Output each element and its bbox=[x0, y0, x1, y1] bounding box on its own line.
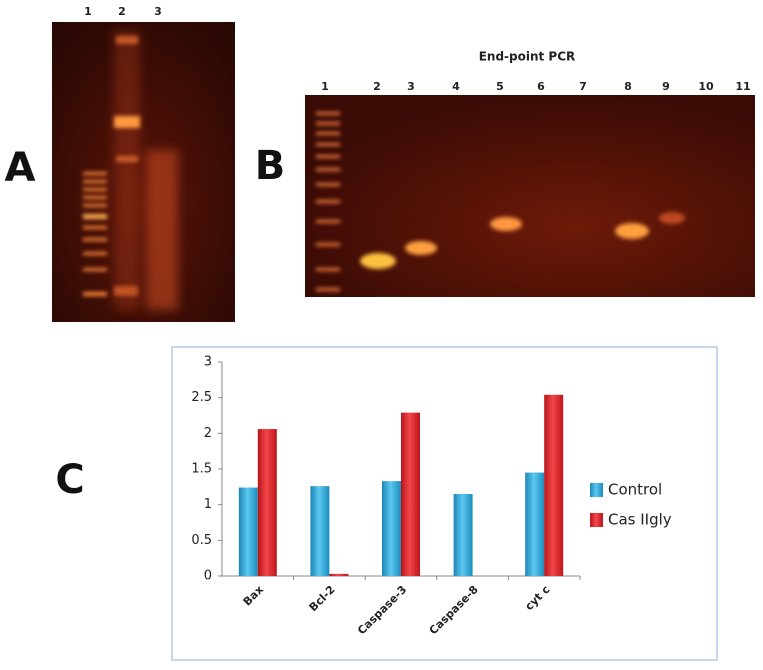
legend-label: Control bbox=[608, 481, 662, 499]
lane-label: 3 bbox=[407, 80, 415, 93]
y-tick-label: 2 bbox=[204, 426, 212, 441]
bar bbox=[310, 486, 330, 576]
lane-label: 11 bbox=[735, 80, 750, 93]
panel-label: B bbox=[255, 143, 286, 189]
bar bbox=[257, 429, 277, 576]
lane-label: 7 bbox=[579, 80, 587, 93]
y-tick-label: 1 bbox=[204, 497, 212, 512]
lane-label: 2 bbox=[118, 5, 126, 18]
bar bbox=[525, 472, 545, 576]
lane-label: 2 bbox=[373, 80, 381, 93]
lane-label: 10 bbox=[698, 80, 714, 93]
bar bbox=[401, 412, 420, 576]
y-tick-label: 1.5 bbox=[191, 462, 212, 477]
y-tick-label: 0 bbox=[204, 569, 212, 584]
y-tick-label: 2.5 bbox=[191, 390, 212, 405]
bar bbox=[329, 573, 349, 576]
bar bbox=[544, 394, 564, 576]
lane-label: 3 bbox=[154, 5, 162, 18]
gel-title: End-point PCR bbox=[479, 50, 576, 64]
bar bbox=[238, 487, 258, 576]
lane-label: 9 bbox=[662, 80, 670, 93]
bar bbox=[382, 481, 401, 576]
legend-swatch bbox=[590, 483, 603, 497]
lane-label: 4 bbox=[452, 80, 460, 93]
legend-swatch bbox=[590, 513, 603, 527]
panel-label: A bbox=[5, 145, 36, 191]
lane-label: 8 bbox=[624, 80, 632, 93]
bar bbox=[453, 493, 473, 576]
lane-label: 1 bbox=[321, 80, 329, 93]
y-tick-label: 3 bbox=[204, 355, 212, 370]
lane-label: 5 bbox=[496, 80, 504, 93]
panel-label: C bbox=[55, 457, 84, 503]
y-tick-label: 0.5 bbox=[191, 533, 212, 548]
gel-b: End-point PCR 1 2 3 4 5 6 7 8 9 10 11 bbox=[305, 50, 755, 297]
lane-label: 1 bbox=[84, 5, 92, 18]
gel-a: 1 2 3 bbox=[52, 5, 235, 322]
lane-label: 6 bbox=[537, 80, 545, 93]
legend-label: Cas IIgly bbox=[608, 511, 672, 529]
